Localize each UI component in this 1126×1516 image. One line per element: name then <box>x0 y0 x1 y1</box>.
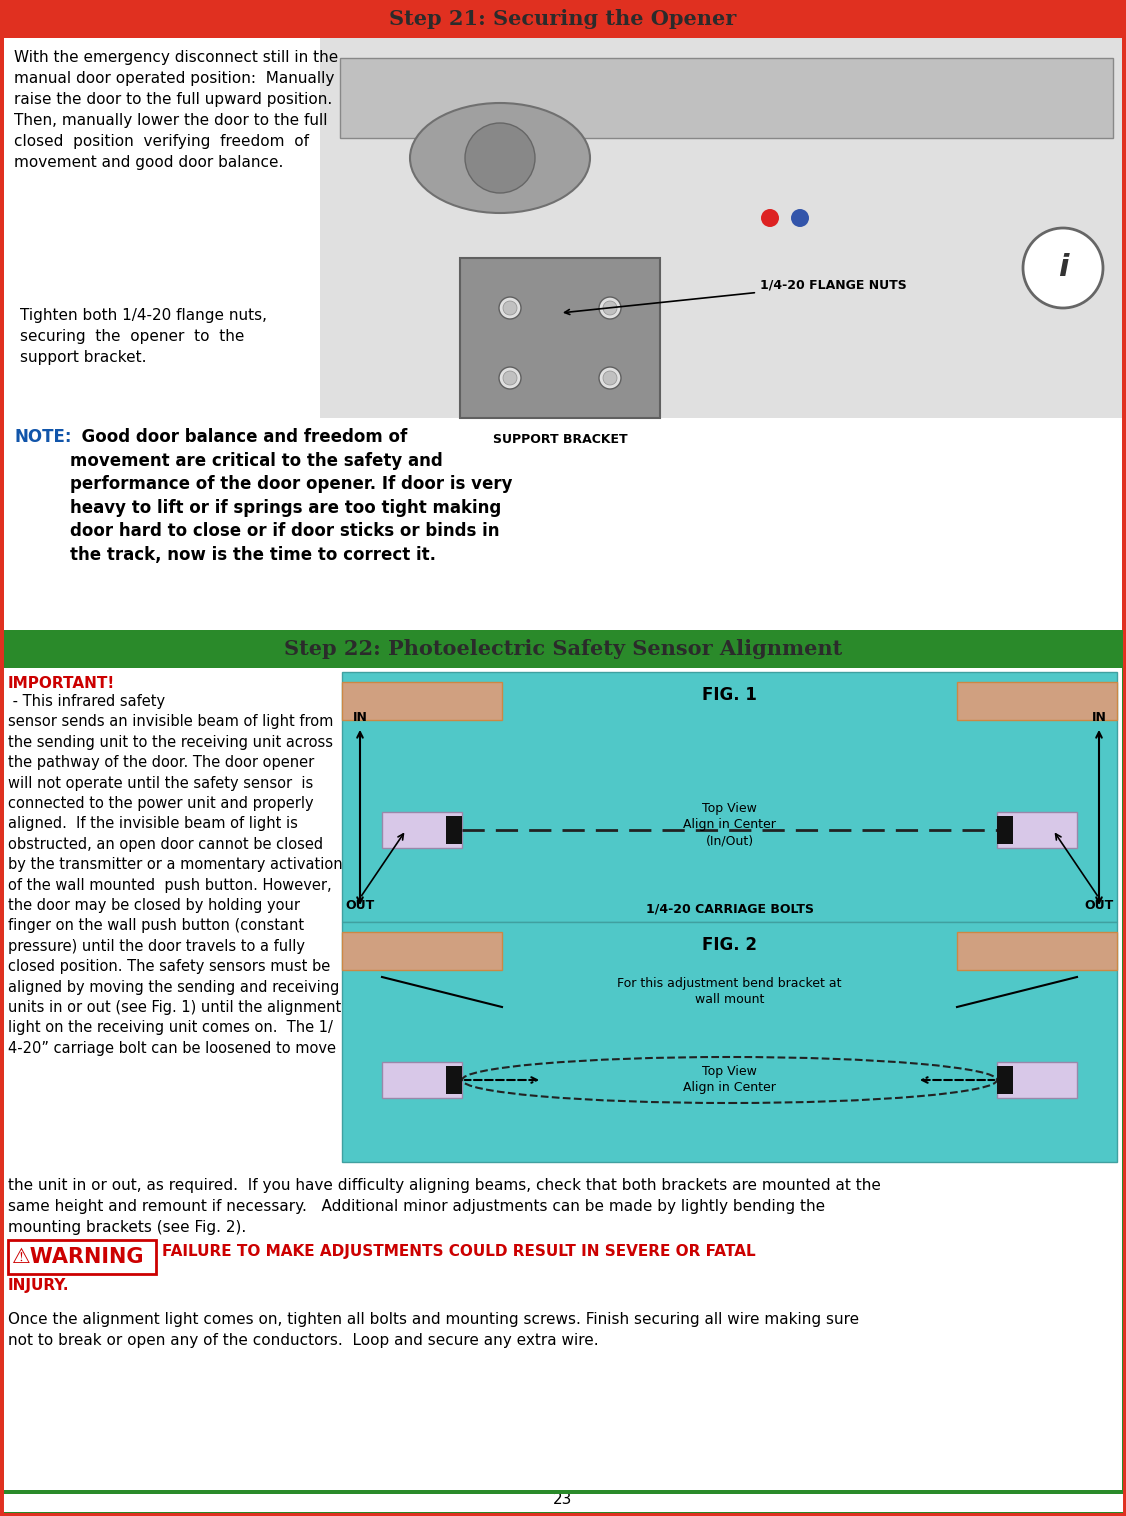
Text: Step 21: Securing the Opener: Step 21: Securing the Opener <box>390 9 736 29</box>
Text: IN: IN <box>1091 711 1107 725</box>
Bar <box>382 1063 462 1098</box>
Bar <box>997 813 1076 847</box>
Bar <box>0 631 1126 634</box>
Bar <box>0 1511 1126 1516</box>
Ellipse shape <box>499 297 521 318</box>
Bar <box>342 672 1117 922</box>
Ellipse shape <box>604 371 617 385</box>
Bar <box>997 1063 1076 1098</box>
Text: Top View
Align in Center: Top View Align in Center <box>683 1066 776 1095</box>
Bar <box>446 816 462 844</box>
Text: 1/4-20 CARRIAGE BOLTS: 1/4-20 CARRIAGE BOLTS <box>645 904 813 916</box>
Ellipse shape <box>503 302 517 315</box>
Bar <box>342 922 1117 1161</box>
Text: Good door balance and freedom of
movement are critical to the safety and
perform: Good door balance and freedom of movemen… <box>70 428 512 564</box>
Text: With the emergency disconnect still in the
manual door operated position:  Manua: With the emergency disconnect still in t… <box>14 50 338 170</box>
Ellipse shape <box>410 103 590 214</box>
Text: For this adjustment bend bracket at
wall mount: For this adjustment bend bracket at wall… <box>617 976 842 1007</box>
Text: Step 21: Securing the Opener: Step 21: Securing the Opener <box>390 9 736 29</box>
Ellipse shape <box>604 302 617 315</box>
Text: Once the alignment light comes on, tighten all bolts and mounting screws. Finish: Once the alignment light comes on, tight… <box>8 1311 859 1348</box>
Ellipse shape <box>499 367 521 390</box>
Bar <box>340 58 1112 138</box>
Text: FIG. 2: FIG. 2 <box>701 935 757 954</box>
Text: Step 22: Photoelectric Safety Sensor Alignment: Step 22: Photoelectric Safety Sensor Ali… <box>284 640 842 659</box>
Ellipse shape <box>599 297 622 318</box>
Text: OUT: OUT <box>1084 899 1114 913</box>
Ellipse shape <box>503 371 517 385</box>
Text: IN: IN <box>352 711 367 725</box>
Bar <box>0 1490 1126 1493</box>
Bar <box>8 1240 157 1273</box>
Bar <box>0 38 5 631</box>
Text: - This infrared safety
sensor sends an invisible beam of light from
the sending : - This infrared safety sensor sends an i… <box>8 694 342 1055</box>
Bar <box>1121 38 1126 631</box>
Bar <box>997 1066 1013 1095</box>
Bar <box>382 813 462 847</box>
Bar <box>957 682 1117 720</box>
Text: i: i <box>1057 253 1069 282</box>
Bar <box>3 669 1123 1490</box>
Text: IMPORTANT!: IMPORTANT! <box>8 676 115 691</box>
Text: Top View
Align in Center
(In/Out): Top View Align in Center (In/Out) <box>683 802 776 847</box>
Bar <box>3 631 1123 669</box>
Text: the unit in or out, as required.  If you have difficulty aligning beams, check t: the unit in or out, as required. If you … <box>8 1178 881 1236</box>
Bar <box>0 0 1126 38</box>
Text: FIG. 1: FIG. 1 <box>703 687 757 703</box>
Bar <box>3 0 1123 38</box>
Bar <box>342 682 502 720</box>
Ellipse shape <box>790 209 808 227</box>
Bar <box>997 816 1013 844</box>
Ellipse shape <box>761 209 779 227</box>
Text: FAILURE TO MAKE ADJUSTMENTS COULD RESULT IN SEVERE OR FATAL: FAILURE TO MAKE ADJUSTMENTS COULD RESULT… <box>162 1245 756 1258</box>
Text: 1/4-20 FLANGE NUTS: 1/4-20 FLANGE NUTS <box>564 277 906 314</box>
Bar <box>320 38 1123 418</box>
Bar <box>446 1066 462 1095</box>
Bar <box>461 258 660 418</box>
Text: 23: 23 <box>553 1492 573 1507</box>
Bar <box>0 669 5 1490</box>
Bar <box>957 932 1117 970</box>
Ellipse shape <box>465 123 535 193</box>
Text: Step 22: Photoelectric Safety Sensor Alignment: Step 22: Photoelectric Safety Sensor Ali… <box>284 640 842 659</box>
Text: NOTE:: NOTE: <box>14 428 71 446</box>
Text: INJURY.: INJURY. <box>8 1278 70 1293</box>
Bar <box>3 0 1123 38</box>
Bar <box>342 932 502 970</box>
Bar <box>1121 669 1126 1490</box>
Text: SUPPORT BRACKET: SUPPORT BRACKET <box>493 434 627 446</box>
Ellipse shape <box>599 367 622 390</box>
Text: Tighten both 1/4-20 flange nuts,
securing  the  opener  to  the
support bracket.: Tighten both 1/4-20 flange nuts, securin… <box>20 308 267 365</box>
Bar <box>3 631 1123 669</box>
Bar <box>3 38 1123 631</box>
Text: ⚠WARNING: ⚠WARNING <box>12 1248 144 1267</box>
Text: OUT: OUT <box>346 899 375 913</box>
Ellipse shape <box>1024 227 1103 308</box>
